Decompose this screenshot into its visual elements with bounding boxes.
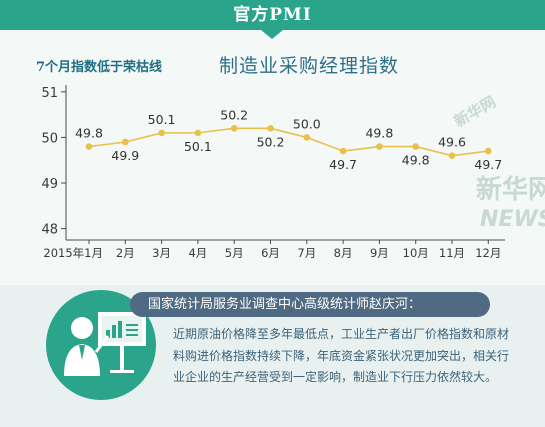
data-label: 50.2	[220, 107, 248, 122]
data-label: 49.7	[329, 157, 357, 172]
chart-title: 制造业采购经理指数	[219, 55, 400, 77]
chart-background	[0, 0, 545, 285]
data-label: 50.1	[148, 112, 176, 127]
data-point	[485, 147, 492, 155]
x-tick-label: 3月	[152, 246, 171, 260]
x-tick-label: 2月	[116, 246, 135, 260]
data-point	[448, 152, 456, 159]
data-label: 49.8	[365, 126, 393, 141]
watermark: 新华网 新华网 NEWS	[451, 93, 545, 232]
data-label: 49.7	[474, 157, 502, 172]
data-point	[194, 129, 202, 137]
quote-text: 近期原油价格降至多年最低点，工业生产者出厂价格指数和原材料购进价格指数持续下降，…	[173, 327, 510, 384]
x-tick-label: 5月	[225, 246, 244, 260]
data-point	[122, 138, 129, 146]
x-tick-label: 10月	[403, 246, 429, 260]
data-label: 49.8	[402, 153, 430, 168]
x-tick-label: 8月	[334, 246, 353, 260]
data-label: 49.9	[111, 148, 139, 163]
data-point	[376, 143, 383, 150]
x-tick-label: 6月	[261, 246, 280, 260]
y-tick-label: 48	[41, 223, 58, 238]
pmi-line-chart: 新华网 新华网 NEWS 48 49 50 51 2015年1月 2月 3月 4月 5月 6月 7月…	[41, 85, 545, 260]
x-tick-label: 9月	[370, 246, 389, 260]
series-line	[88, 127, 489, 157]
data-point	[230, 125, 238, 132]
data-label: 49.8	[75, 126, 103, 141]
chart-subtitle: 7个月指数低于荣枯线	[36, 60, 163, 75]
data-point	[158, 129, 165, 137]
y-tick-label: 50	[41, 131, 58, 146]
data-label: 50.0	[293, 116, 321, 131]
x-tick-label: 11月	[439, 246, 465, 260]
data-label: 50.2	[257, 134, 285, 149]
y-tick-label: 51	[41, 86, 58, 101]
x-tick-label: 12月	[475, 246, 501, 260]
data-point	[412, 143, 420, 150]
data-label: 49.6	[438, 135, 466, 150]
page-title: 官方PMI	[0, 0, 545, 30]
data-point	[85, 143, 93, 150]
x-tick-label: 7月	[297, 246, 316, 260]
data-point	[339, 147, 347, 155]
data-point	[303, 134, 311, 141]
x-tick-label: 4月	[188, 246, 207, 260]
watermark-latin: NEWS	[480, 207, 545, 232]
watermark-brand: 新华网	[451, 93, 499, 131]
data-point	[267, 125, 274, 132]
y-tick-label: 49	[41, 177, 58, 192]
speaker-label: 国家统计局服务业调查中心高级统计师赵庆河：	[130, 292, 490, 317]
presenter-illustration-icon	[64, 312, 146, 376]
banner-notch	[261, 30, 283, 39]
x-tick-label: 2015年1月	[43, 246, 103, 260]
watermark-brand-large: 新华网	[476, 174, 545, 205]
data-label: 50.1	[184, 139, 212, 154]
